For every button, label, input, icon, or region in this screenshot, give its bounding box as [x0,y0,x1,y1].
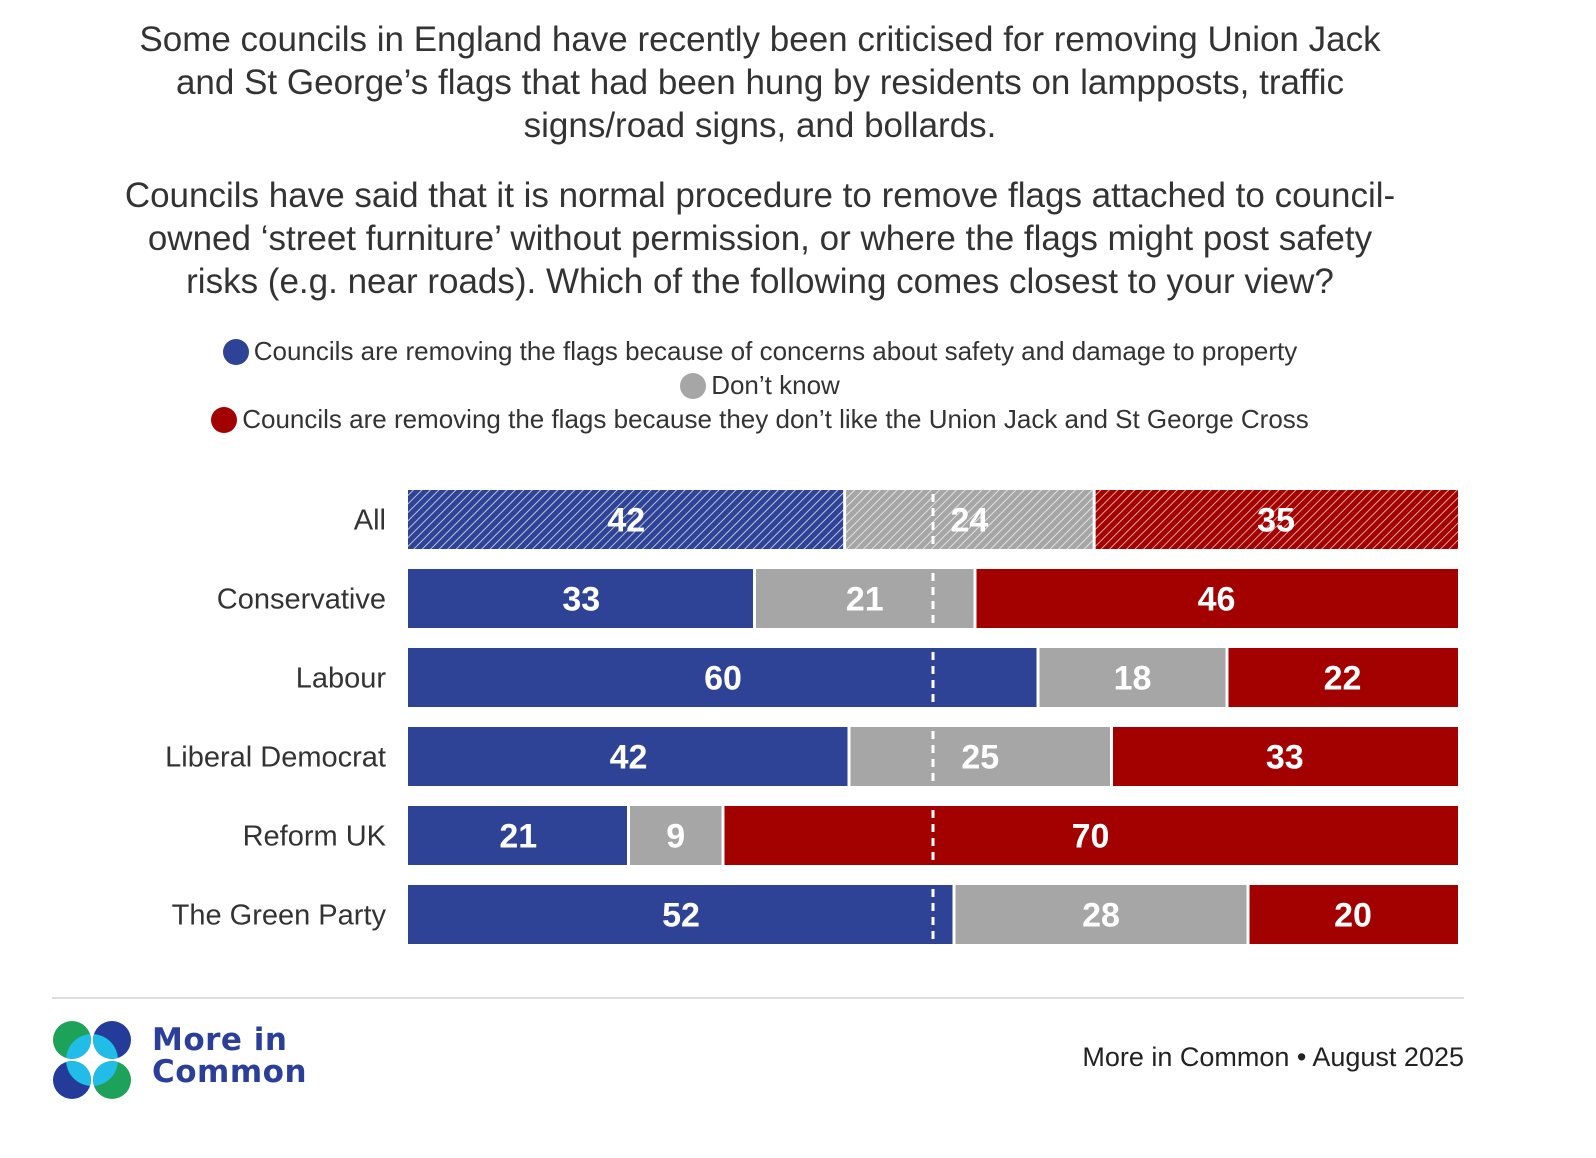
data-label: 20 [1334,897,1372,935]
bar-segment [408,727,848,786]
category-label: Reform UK [243,821,387,853]
legend-swatch-grey [680,373,707,399]
data-label: 9 [666,818,685,856]
data-label: 33 [562,581,600,619]
data-label: 21 [499,818,537,856]
bar-segment [1039,648,1226,707]
four-circles-logo-icon [53,1021,131,1099]
logo-line: Common [152,1054,308,1090]
data-label: 70 [1072,818,1110,856]
data-label: 52 [662,897,700,935]
data-label: 33 [1266,739,1304,777]
logo-wordmark: More in Common [152,1024,307,1088]
legend-label: Councils are removing the flags because … [253,336,1298,366]
bar-segment [630,806,722,865]
question-line: Councils have said that it is normal pro… [124,176,1396,215]
data-label: 24 [950,502,988,540]
bar-segment [724,806,1458,865]
chart-title: Some councils in England have recently b… [40,18,1480,147]
data-label: 42 [610,739,648,777]
footer-divider [52,997,1464,999]
bar-segment [850,727,1110,786]
bar-segment [976,569,1458,628]
legend: Councils are removing the flags because … [0,334,1520,436]
bar-segment [1113,727,1458,786]
category-label: Conservative [217,584,386,616]
bar-segment [955,885,1247,944]
bar-segment [1249,885,1458,944]
legend-swatch-blue [222,339,249,365]
bar-segment [408,806,627,865]
bar-segment [846,490,1093,549]
chart-question: Councils have said that it is normal pro… [40,174,1480,303]
title-line: and St George’s flags that had been hung… [175,63,1345,102]
data-label: 42 [607,502,645,540]
stacked-bar-chart: 2024 vote All422435Conservative332146Lab… [165,490,1458,944]
bar-segment [756,569,974,628]
legend-swatch-red [211,407,238,433]
legend-label: Don’t know [711,370,840,400]
category-label: All [354,505,386,537]
question-line: risks (e.g. near roads). Which of the fo… [186,262,1334,301]
category-label: Liberal Democrat [165,742,386,774]
bar-segment [408,490,844,549]
legend-item: Councils are removing the flags because … [0,402,1520,436]
data-label: 22 [1324,660,1362,698]
logo-line: More in [152,1022,288,1058]
data-label: 60 [704,660,742,698]
data-label: 18 [1114,660,1152,698]
data-label: 46 [1198,581,1236,619]
data-label: 35 [1257,502,1295,540]
source-credit: More in Common • August 2025 [1082,1042,1464,1072]
title-line: Some councils in England have recently b… [139,20,1381,59]
legend-label: Councils are removing the flags because … [242,404,1309,434]
legend-item: Don’t know [0,368,1520,402]
bar-segment [408,885,953,944]
data-label: 21 [846,581,884,619]
title-line: signs/road signs, and bollards. [523,106,997,145]
data-label: 25 [961,739,999,777]
bar-segment [1095,490,1458,549]
data-label: 28 [1082,897,1120,935]
category-label: The Green Party [172,900,387,932]
bar-segment [1228,648,1458,707]
category-label: Labour [296,663,387,695]
question-line: owned ‘street furniture’ without permiss… [147,219,1373,258]
bar-segment [408,569,753,628]
legend-item: Councils are removing the flags because … [0,334,1520,368]
